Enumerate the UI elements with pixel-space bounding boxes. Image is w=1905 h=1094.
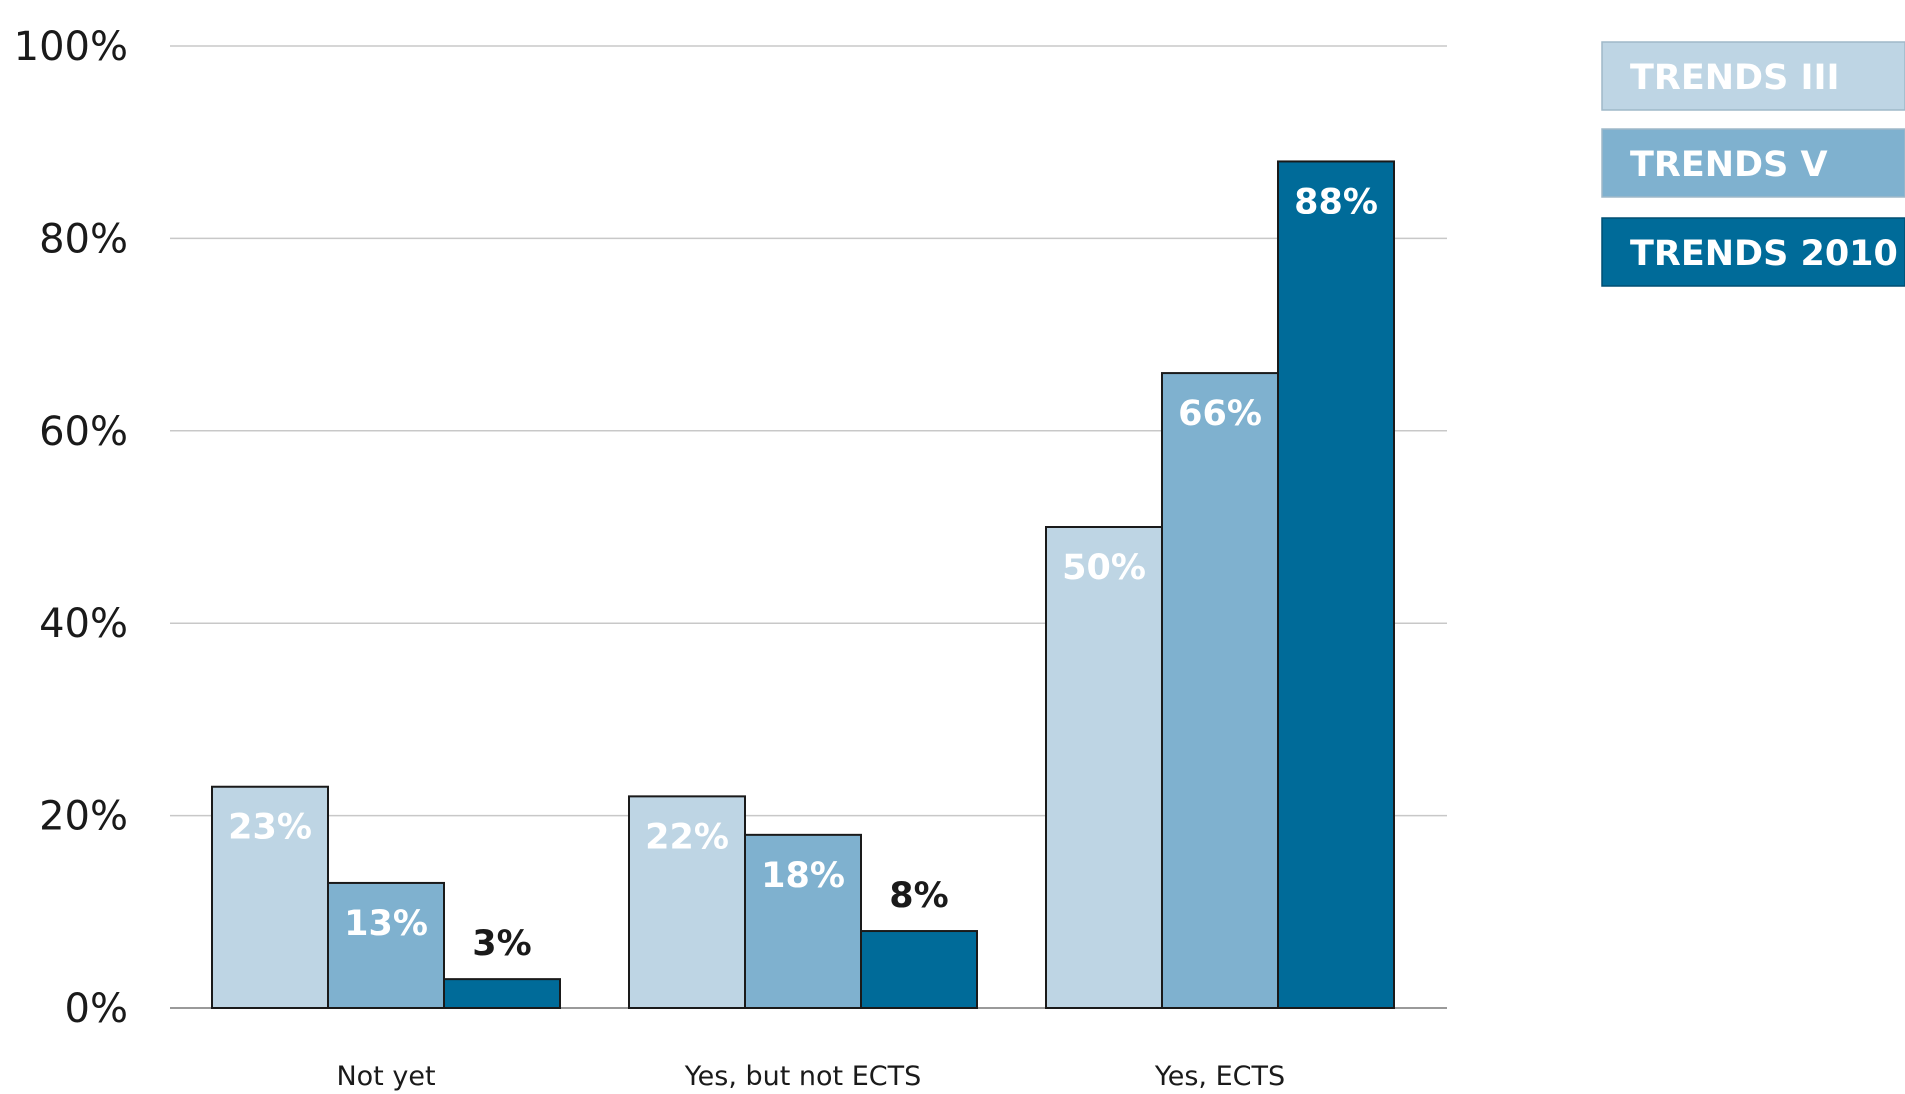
bar-value-labels: 23% 13% 3% 22% 18% 8% 50% 66% 88% xyxy=(228,182,1378,964)
bar xyxy=(1161,372,1279,1009)
y-tick-label: 0% xyxy=(65,986,128,1032)
bar-value-label: 3% xyxy=(472,924,531,964)
y-tick-label: 40% xyxy=(39,601,128,647)
y-tick-label: 80% xyxy=(39,216,128,262)
bar xyxy=(744,833,862,1010)
bar-value-label: 13% xyxy=(344,904,428,944)
bar-value-label: 18% xyxy=(761,856,845,896)
bar-value-label: 66% xyxy=(1178,394,1262,434)
legend: TRENDS III TRENDS V TRENDS 2010 xyxy=(1601,41,1905,287)
bar-value-label: 88% xyxy=(1294,182,1378,222)
bar xyxy=(1277,160,1395,1009)
legend-label: TRENDS 2010 xyxy=(1630,234,1898,274)
y-tick-label: 60% xyxy=(39,409,128,455)
bar-value-label: 50% xyxy=(1062,548,1146,588)
bars xyxy=(211,160,1395,1010)
x-tick-label: Yes, but not ECTS xyxy=(684,1061,922,1092)
bar xyxy=(443,978,561,1010)
legend-label: TRENDS V xyxy=(1630,145,1828,185)
bar xyxy=(860,930,978,1009)
bar xyxy=(1045,526,1163,1009)
bar xyxy=(628,795,746,1009)
bar xyxy=(327,881,445,1009)
legend-swatch xyxy=(1601,128,1905,198)
legend-swatch xyxy=(1601,217,1905,287)
bar-value-label: 23% xyxy=(228,808,312,848)
bar-value-label: 22% xyxy=(645,817,729,857)
legend-label: TRENDS III xyxy=(1630,58,1840,98)
x-axis-tick-labels: Not yet Yes, but not ECTS Yes, ECTS xyxy=(336,1061,1285,1092)
bar-value-label: 8% xyxy=(889,876,948,916)
legend-swatch xyxy=(1601,41,1905,111)
y-tick-label: 100% xyxy=(14,24,128,70)
bar xyxy=(211,785,329,1009)
y-tick-label: 20% xyxy=(39,794,128,840)
x-tick-label: Not yet xyxy=(336,1061,435,1092)
x-tick-label: Yes, ECTS xyxy=(1154,1061,1285,1092)
y-axis-tick-labels: 0% 20% 40% 60% 80% 100% xyxy=(14,24,128,1032)
